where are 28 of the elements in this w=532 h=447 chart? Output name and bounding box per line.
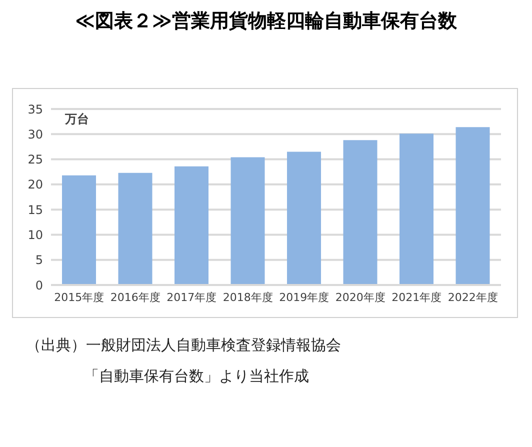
bar — [230, 157, 265, 285]
y-tick-label: 35 — [28, 102, 43, 116]
y-tick-label: 15 — [28, 202, 43, 217]
x-tick-label: 2021年度 — [392, 290, 442, 304]
y-tick-label: 0 — [35, 278, 43, 292]
y-axis-title: 万台 — [65, 111, 89, 128]
bar — [456, 127, 490, 285]
bar — [62, 175, 96, 285]
x-tick-label: 2022年度 — [448, 290, 498, 304]
bar — [174, 166, 208, 285]
bar — [343, 140, 378, 285]
x-tick-label: 2020年度 — [335, 290, 386, 304]
bar — [400, 134, 434, 285]
x-tick-label: 2018年度 — [222, 290, 273, 304]
x-tick-label: 2015年度 — [54, 290, 104, 304]
bar — [287, 152, 321, 285]
bar — [118, 172, 152, 285]
y-tick-label: 30 — [28, 127, 43, 142]
chart-title: ≪図表２≫営業用貨物軽四輪自動車保有台数 — [74, 9, 458, 34]
y-tick-label: 5 — [35, 253, 43, 268]
x-tick-label: 2017年度 — [166, 290, 217, 304]
y-tick-label: 10 — [28, 228, 43, 242]
y-tick-label: 20 — [28, 178, 43, 192]
y-tick-label: 25 — [28, 152, 43, 167]
text: 「自動車保有台数」より当社作成 — [84, 367, 310, 386]
x-tick-label: 2019年度 — [279, 290, 330, 304]
x-tick-label: 2016年度 — [110, 290, 160, 304]
text: （出典）一般財団法人自動車検査登録情報協会 — [26, 336, 342, 355]
